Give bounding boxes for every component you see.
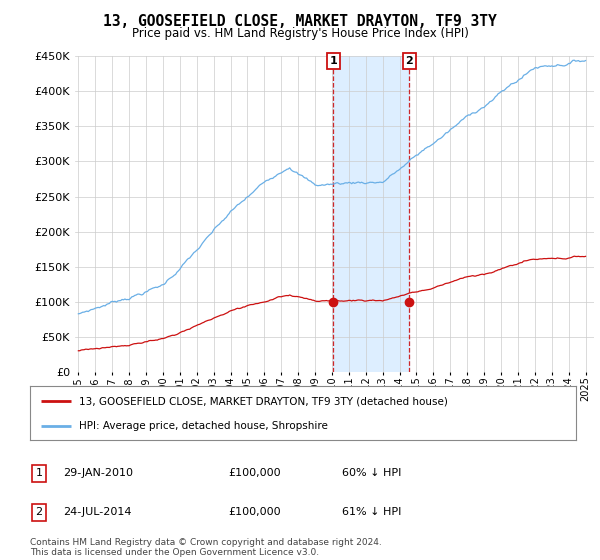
Text: HPI: Average price, detached house, Shropshire: HPI: Average price, detached house, Shro… xyxy=(79,421,328,431)
Text: 13, GOOSEFIELD CLOSE, MARKET DRAYTON, TF9 3TY (detached house): 13, GOOSEFIELD CLOSE, MARKET DRAYTON, TF… xyxy=(79,396,448,407)
Text: 24-JUL-2014: 24-JUL-2014 xyxy=(63,507,131,517)
Text: Price paid vs. HM Land Registry's House Price Index (HPI): Price paid vs. HM Land Registry's House … xyxy=(131,27,469,40)
Text: 1: 1 xyxy=(35,468,43,478)
Text: 2: 2 xyxy=(35,507,43,517)
Text: £100,000: £100,000 xyxy=(228,507,281,517)
Text: 29-JAN-2010: 29-JAN-2010 xyxy=(63,468,133,478)
Text: Contains HM Land Registry data © Crown copyright and database right 2024.
This d: Contains HM Land Registry data © Crown c… xyxy=(30,538,382,557)
Text: 2: 2 xyxy=(406,56,413,66)
Text: 61% ↓ HPI: 61% ↓ HPI xyxy=(342,507,401,517)
Text: £100,000: £100,000 xyxy=(228,468,281,478)
Text: 1: 1 xyxy=(329,56,337,66)
Text: 13, GOOSEFIELD CLOSE, MARKET DRAYTON, TF9 3TY: 13, GOOSEFIELD CLOSE, MARKET DRAYTON, TF… xyxy=(103,14,497,29)
Text: 60% ↓ HPI: 60% ↓ HPI xyxy=(342,468,401,478)
Bar xyxy=(334,56,409,372)
